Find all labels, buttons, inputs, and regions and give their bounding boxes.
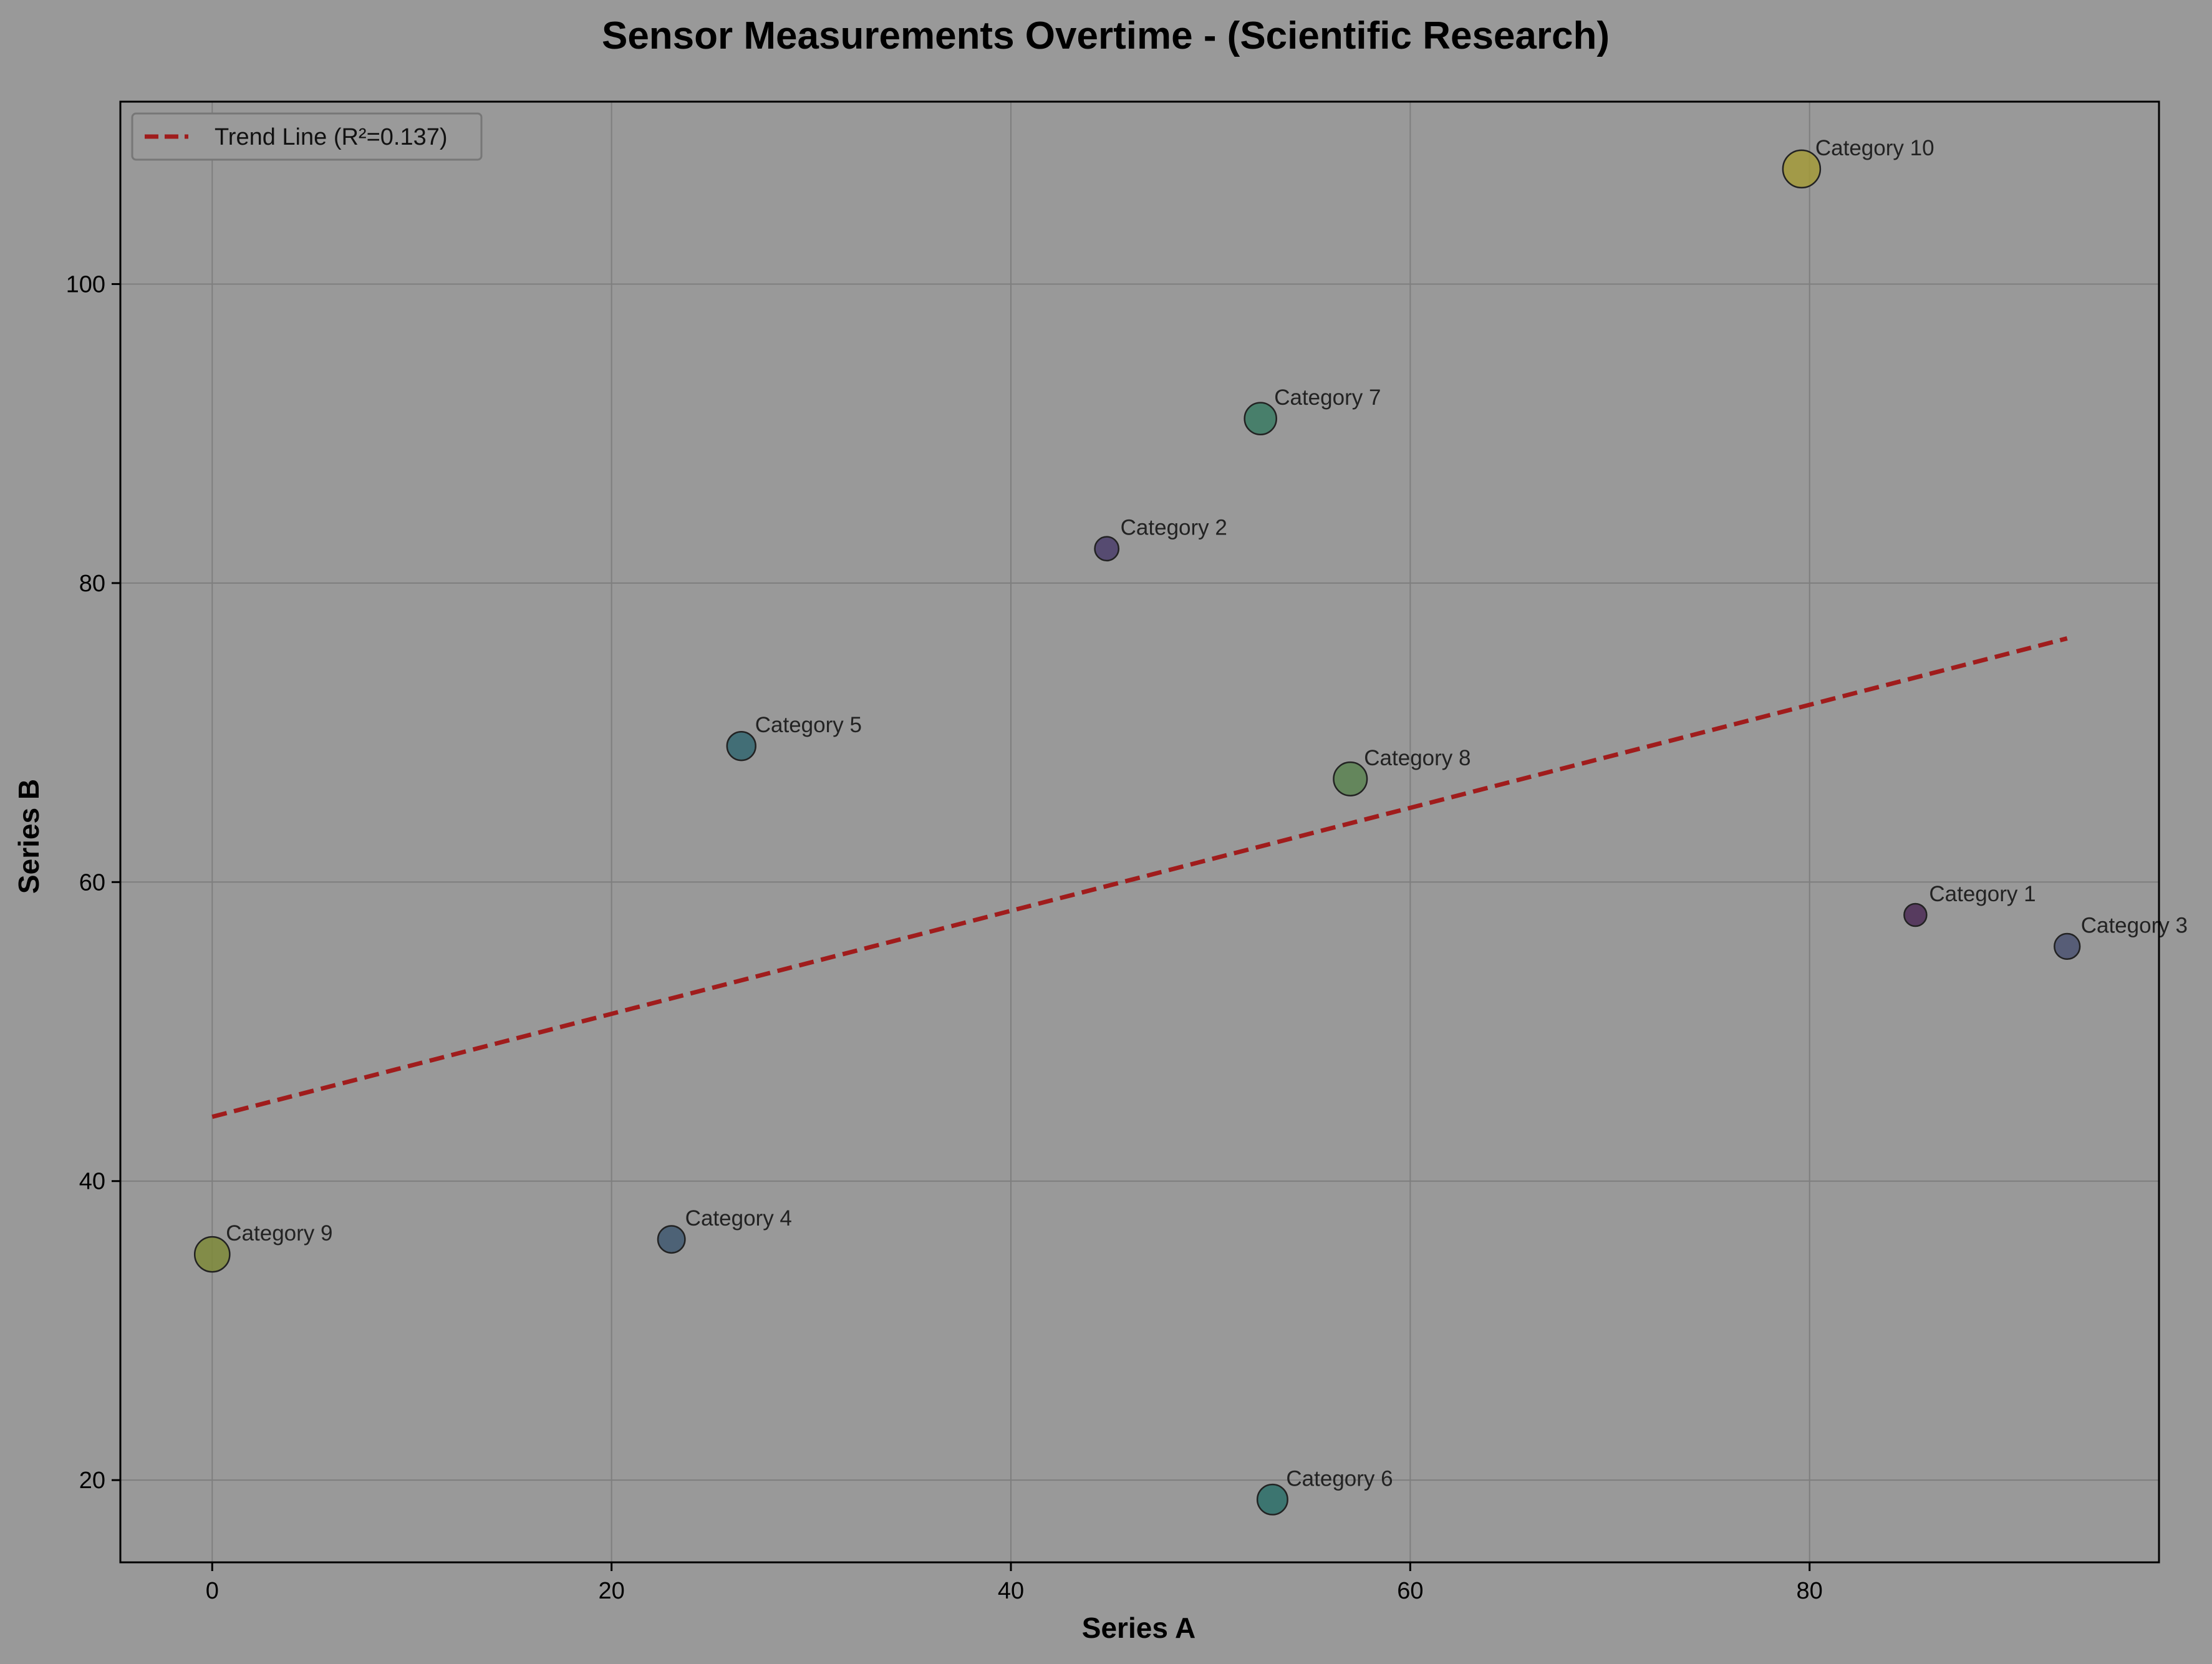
- data-point-label: Category 8: [1364, 746, 1471, 770]
- y-axis-label: Series B: [12, 779, 45, 894]
- trend-line: [211, 636, 2068, 1120]
- data-point-label: Category 7: [1274, 385, 1381, 410]
- data-point: [1256, 1483, 1288, 1516]
- x-tick-label: 20: [598, 1578, 624, 1604]
- data-point: [193, 1236, 231, 1273]
- data-point: [1333, 761, 1368, 796]
- grid: [120, 102, 2159, 1562]
- data-points: [193, 149, 2081, 1516]
- data-point: [1903, 902, 1928, 927]
- data-point: [1094, 536, 1120, 562]
- data-point-label: Category 3: [2081, 913, 2188, 937]
- data-point-label: Category 1: [1929, 882, 2036, 906]
- y-tick-label: 60: [79, 869, 105, 896]
- data-point-label: Category 2: [1121, 516, 1227, 540]
- data-point-label: Category 9: [226, 1221, 332, 1246]
- point-labels: Category 1 Category 2 Category 3 Category 4…: [226, 136, 2188, 1491]
- x-tick-label: 60: [1397, 1578, 1423, 1604]
- data-point-label: Category 6: [1286, 1466, 1393, 1491]
- x-axis-ticks: 0 20 40 60 80: [206, 1562, 1823, 1604]
- x-tick-label: 0: [206, 1578, 219, 1604]
- data-point: [1782, 149, 1822, 189]
- y-tick-label: 40: [79, 1169, 105, 1195]
- data-point: [657, 1225, 686, 1254]
- legend-trend-label: Trend Line (R²=0.137): [215, 124, 448, 150]
- y-tick-label: 80: [79, 571, 105, 597]
- legend: Trend Line (R²=0.137): [131, 112, 483, 161]
- plot-area-frame: [119, 100, 2160, 1564]
- x-tick-label: 80: [1797, 1578, 1823, 1604]
- chart-title: Sensor Measurements Overtime - (Scientif…: [602, 14, 1610, 57]
- y-tick-label: 100: [66, 271, 105, 297]
- data-point: [2054, 932, 2081, 960]
- x-tick-label: 40: [998, 1578, 1024, 1604]
- data-point: [1244, 402, 1277, 435]
- legend-box: [131, 112, 483, 161]
- y-tick-label: 20: [79, 1468, 105, 1494]
- data-point-label: Category 10: [1815, 136, 1934, 160]
- data-point-label: Category 4: [685, 1206, 792, 1231]
- data-point: [726, 730, 756, 762]
- x-axis-label: Series A: [1082, 1612, 1195, 1644]
- trend-line-layer: [211, 636, 2068, 1120]
- data-point-label: Category 5: [755, 713, 862, 737]
- y-axis-ticks: 20 40 60 80 100: [66, 271, 120, 1494]
